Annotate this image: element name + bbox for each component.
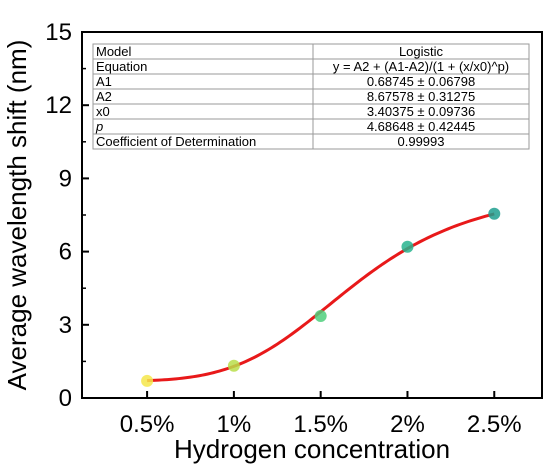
- table-row-label: p: [95, 119, 103, 134]
- y-tick-label: 15: [45, 19, 72, 46]
- x-axis-title: Hydrogen concentration: [174, 434, 450, 464]
- table-row-value: y = A2 + (A1-A2)/(1 + (x/x0)^p): [333, 59, 509, 74]
- data-point: [314, 310, 327, 323]
- y-tick-label: 0: [59, 385, 72, 412]
- y-tick-labels: 0 3 6 9 12 15: [45, 19, 72, 412]
- table-row-value: 0.68745 ± 0.06798: [367, 74, 475, 89]
- table-row-label: A1: [96, 74, 112, 89]
- data-points: [141, 207, 501, 387]
- x-tick-labels: 0.5% 1% 1.5% 2% 2.5%: [120, 411, 522, 438]
- table-row-label: Model: [96, 44, 132, 59]
- table-row-label: x0: [96, 104, 110, 119]
- y-tick-label: 12: [45, 92, 72, 119]
- table-row-value: 0.99993: [398, 134, 445, 149]
- x-tick-label: 1.5%: [293, 411, 348, 438]
- table-row-value: 3.40375 ± 0.09736: [367, 104, 475, 119]
- table-row-label: A2: [96, 89, 112, 104]
- tick-marks: [82, 31, 496, 399]
- logistic-fit-curve: [147, 212, 495, 383]
- fit-table: Model Logistic Equation y = A2 + (A1-A2)/(1…: [92, 43, 530, 150]
- table-row-label: Equation: [96, 59, 147, 74]
- data-point: [141, 374, 154, 387]
- x-tick-label: 2%: [390, 411, 425, 438]
- table-row-value: 4.68648 ± 0.42445: [367, 119, 475, 134]
- data-point: [401, 240, 414, 253]
- table-border: [92, 43, 530, 150]
- table-row-label: Coefficient of Determination: [96, 134, 256, 149]
- table-row-value: 8.67578 ± 0.31275: [367, 89, 475, 104]
- x-tick-label: 2.5%: [467, 411, 522, 438]
- data-point: [227, 359, 240, 372]
- y-tick-label: 3: [59, 312, 72, 339]
- x-tick-label: 1%: [217, 411, 252, 438]
- y-tick-label: 9: [59, 165, 72, 192]
- y-tick-label: 6: [59, 239, 72, 266]
- x-tick-label: 0.5%: [120, 411, 175, 438]
- table-row-value: Logistic: [399, 44, 444, 59]
- data-point: [488, 207, 501, 220]
- y-axis-title: Average wavelength shift (nm): [2, 40, 32, 391]
